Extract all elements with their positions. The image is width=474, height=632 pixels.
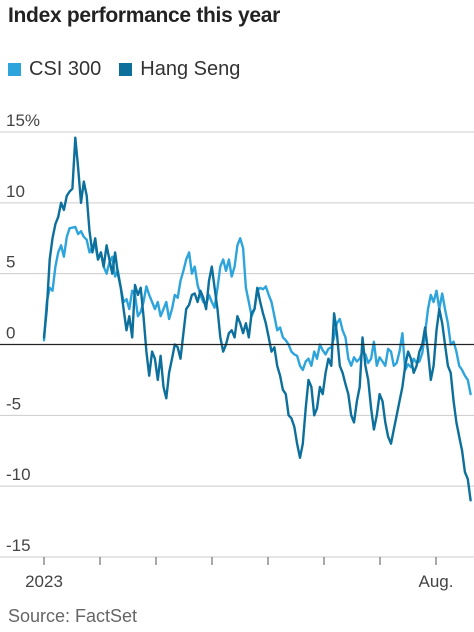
legend-swatch-hangseng [119,63,133,76]
series-layer [42,136,472,502]
y-tick-label: -15 [6,536,31,555]
line-chart: 2023 Aug. 15% 10 5 0 -5 -10 -15 [0,111,474,591]
legend-item-csi300: CSI 300 [8,58,101,81]
chart-legend: CSI 300 Hang Seng [8,58,258,81]
y-tick-label: 0 [6,324,15,343]
y-tick-label: 5 [6,253,15,272]
y-tick-label: 10 [6,182,25,201]
series-line-hangseng [42,136,472,502]
y-tick-label: -10 [6,465,31,484]
x-axis: 2023 Aug. [25,557,453,591]
legend-label-csi300: CSI 300 [29,58,102,80]
legend-item-hangseng: Hang Seng [119,58,240,81]
y-tick-label: 15% [6,111,40,130]
y-axis-labels: 15% 10 5 0 -5 -10 -15 [6,111,40,555]
legend-label-hangseng: Hang Seng [140,58,241,80]
source-note: Source: FactSet [8,606,138,626]
x-tick-label: Aug. [419,572,454,591]
legend-swatch-csi300 [8,63,21,76]
y-tick-label: -5 [6,394,21,413]
grid-layer [0,131,474,558]
chart-title: Index performance this year [8,4,281,27]
x-tick-label: 2023 [25,572,63,591]
